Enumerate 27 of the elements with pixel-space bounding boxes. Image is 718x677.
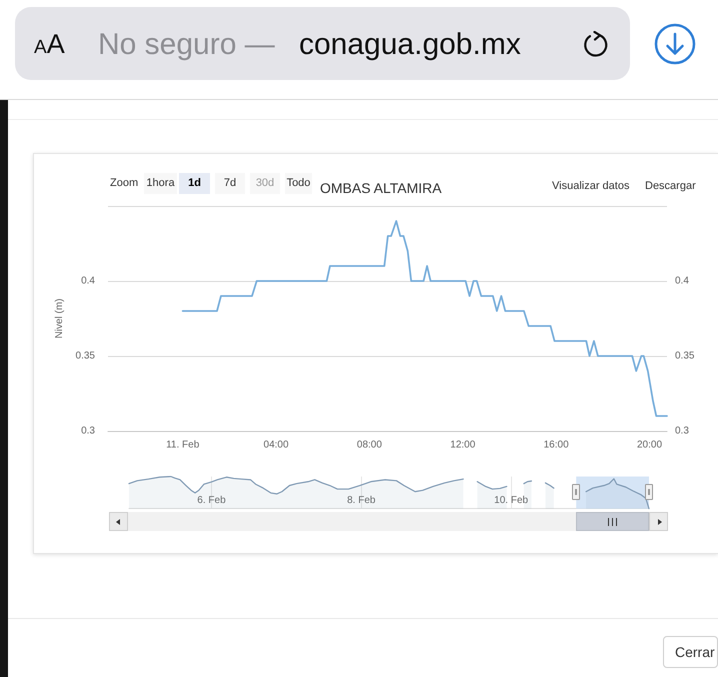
text: 1hora: [144, 173, 177, 194]
text: AA: [34, 29, 65, 59]
x-tick-label: 12:00: [450, 440, 476, 450]
text: 7d: [215, 173, 245, 194]
y-axis-title: Nivel (m): [54, 298, 66, 338]
x-tick-label: 20:00: [636, 440, 662, 450]
y-tick-label: 0.35: [76, 350, 96, 362]
chart-title: OMBAS ALTAMIRA: [320, 180, 442, 196]
text: No seguro —: [98, 28, 275, 61]
y-tick-label: 0.3: [81, 426, 96, 436]
text: conagua.gob.mx: [299, 28, 521, 61]
x-tick-label: 11. Feb: [166, 440, 200, 450]
y2-tick-label: 0.4: [675, 276, 690, 286]
text: Descargar: [645, 180, 696, 192]
text: 30d: [250, 173, 280, 194]
text: Visualizar datos: [552, 180, 630, 192]
text: Todo: [285, 173, 312, 194]
x-tick-label: 04:00: [264, 440, 289, 450]
y2-tick-label: 0.35: [675, 350, 695, 362]
text: Zoom: [110, 177, 138, 189]
y2-tick-label: 0.3: [675, 426, 690, 436]
line-series: [182, 220, 668, 417]
text: Cerrar: [663, 636, 718, 668]
y-tick-label: 0.4: [81, 276, 96, 286]
x-tick-label: 16:00: [544, 440, 570, 450]
x-tick-label: 08:00: [356, 440, 382, 450]
text: 1d: [179, 173, 210, 194]
